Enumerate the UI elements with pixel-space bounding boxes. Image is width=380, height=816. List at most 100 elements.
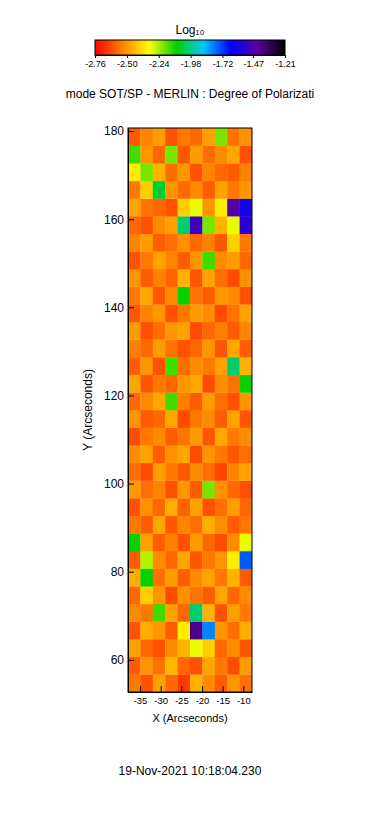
heatmap-cell — [128, 622, 141, 640]
heatmap-cell — [190, 569, 203, 587]
heatmap-cell — [202, 181, 215, 199]
heatmap-cell — [240, 481, 252, 499]
heatmap-cell — [227, 234, 240, 252]
y-tick: 100 — [104, 477, 134, 491]
x-tick-label: -25 — [175, 695, 189, 706]
heatmap-cell — [140, 287, 153, 305]
heatmap-cell — [227, 569, 240, 587]
heatmap-cell — [165, 463, 178, 481]
colorbar-tick-label: -2.50 — [117, 59, 138, 69]
heatmap-cell — [153, 181, 166, 199]
heatmap-cell — [190, 287, 203, 305]
heatmap-cell — [202, 340, 215, 358]
colorbar-tick-label: -1.47 — [243, 59, 264, 69]
heatmap-cell — [215, 199, 228, 217]
heatmap-cell — [240, 604, 252, 622]
heatmap-cell — [240, 463, 252, 481]
heatmap-cell — [165, 269, 178, 287]
heatmap-cell — [240, 304, 252, 322]
colorbar-tick: -1.47 — [243, 55, 264, 69]
x-tick-mark — [202, 686, 203, 692]
heatmap-cell — [215, 445, 228, 463]
heatmap-cell — [240, 410, 252, 428]
colorbar-tick-label: -2.76 — [85, 59, 106, 69]
heatmap-cell — [178, 481, 191, 499]
colorbar-tick-label: -1.72 — [213, 59, 234, 69]
heatmap-cell — [190, 639, 203, 657]
heatmap-cell — [178, 287, 191, 305]
heatmap-cell — [215, 128, 228, 146]
y-tick-label: 80 — [111, 565, 125, 579]
heatmap-cell — [128, 569, 141, 587]
heatmap-cell — [202, 322, 215, 340]
heatmap-cell — [165, 146, 178, 164]
heatmap-cell — [227, 498, 240, 516]
heatmap-cell — [240, 375, 252, 393]
heatmap-cell — [215, 234, 228, 252]
x-tick: -25 — [175, 686, 189, 706]
heatmap-cell — [165, 622, 178, 640]
heatmap-cell — [215, 375, 228, 393]
heatmap-cell — [178, 146, 191, 164]
heatmap-cell — [165, 322, 178, 340]
heatmap-cell — [140, 657, 153, 675]
heatmap-cell — [240, 251, 252, 269]
heatmap-cell — [153, 287, 166, 305]
heatmap-cell — [227, 657, 240, 675]
heatmap-cell — [140, 445, 153, 463]
heatmap-cell — [140, 269, 153, 287]
heatmap-cell — [227, 674, 240, 692]
heatmap-cell — [215, 622, 228, 640]
heatmap-cell — [153, 322, 166, 340]
heatmap-cell — [190, 622, 203, 640]
heatmap-cell — [202, 569, 215, 587]
heatmap-cell — [153, 128, 166, 146]
heatmap-cell — [140, 375, 153, 393]
heatmap-cell — [202, 657, 215, 675]
y-axis-line — [128, 129, 129, 693]
heatmap-cell — [240, 498, 252, 516]
heatmap-cell — [202, 375, 215, 393]
heatmap-cell — [202, 410, 215, 428]
heatmap-cell — [202, 428, 215, 446]
heatmap-cell — [128, 287, 141, 305]
x-tick: -10 — [237, 686, 251, 706]
heatmap-cell — [140, 163, 153, 181]
heatmap-cell — [202, 445, 215, 463]
heatmap-cell — [202, 251, 215, 269]
y-tick-mark — [128, 307, 134, 308]
heatmap-cell — [190, 340, 203, 358]
heatmap-cell — [178, 269, 191, 287]
heatmap-cell — [190, 516, 203, 534]
heatmap-cell — [227, 481, 240, 499]
heatmap-cell — [240, 216, 252, 234]
heatmap-cell — [178, 622, 191, 640]
heatmap-cell — [165, 586, 178, 604]
heatmap-cell — [202, 498, 215, 516]
heatmap-cell — [227, 375, 240, 393]
heatmap-cell — [140, 199, 153, 217]
heatmap-cell — [140, 481, 153, 499]
heatmap-cell — [178, 128, 191, 146]
colorbar-tick: -2.24 — [149, 55, 170, 69]
x-tick-label: -10 — [237, 695, 251, 706]
heatmap-cell — [178, 234, 191, 252]
y-tick-mark — [128, 572, 134, 573]
heatmap-cell — [178, 569, 191, 587]
heatmap-cell — [190, 234, 203, 252]
heatmap-cell — [165, 569, 178, 587]
heatmap-cell — [190, 199, 203, 217]
heatmap-cell — [153, 234, 166, 252]
heatmap-cell — [165, 357, 178, 375]
heatmap-cell — [178, 428, 191, 446]
x-axis-title: X (Arcseconds) — [152, 712, 227, 724]
heatmap-cell — [140, 428, 153, 446]
heatmap-cell — [227, 604, 240, 622]
heatmap-cell — [215, 392, 228, 410]
x-tick: -20 — [196, 686, 210, 706]
heatmap-cell — [227, 287, 240, 305]
heatmap-cell — [128, 516, 141, 534]
heatmap-cell — [140, 322, 153, 340]
heatmap-cell — [140, 604, 153, 622]
heatmap-cell — [128, 251, 141, 269]
